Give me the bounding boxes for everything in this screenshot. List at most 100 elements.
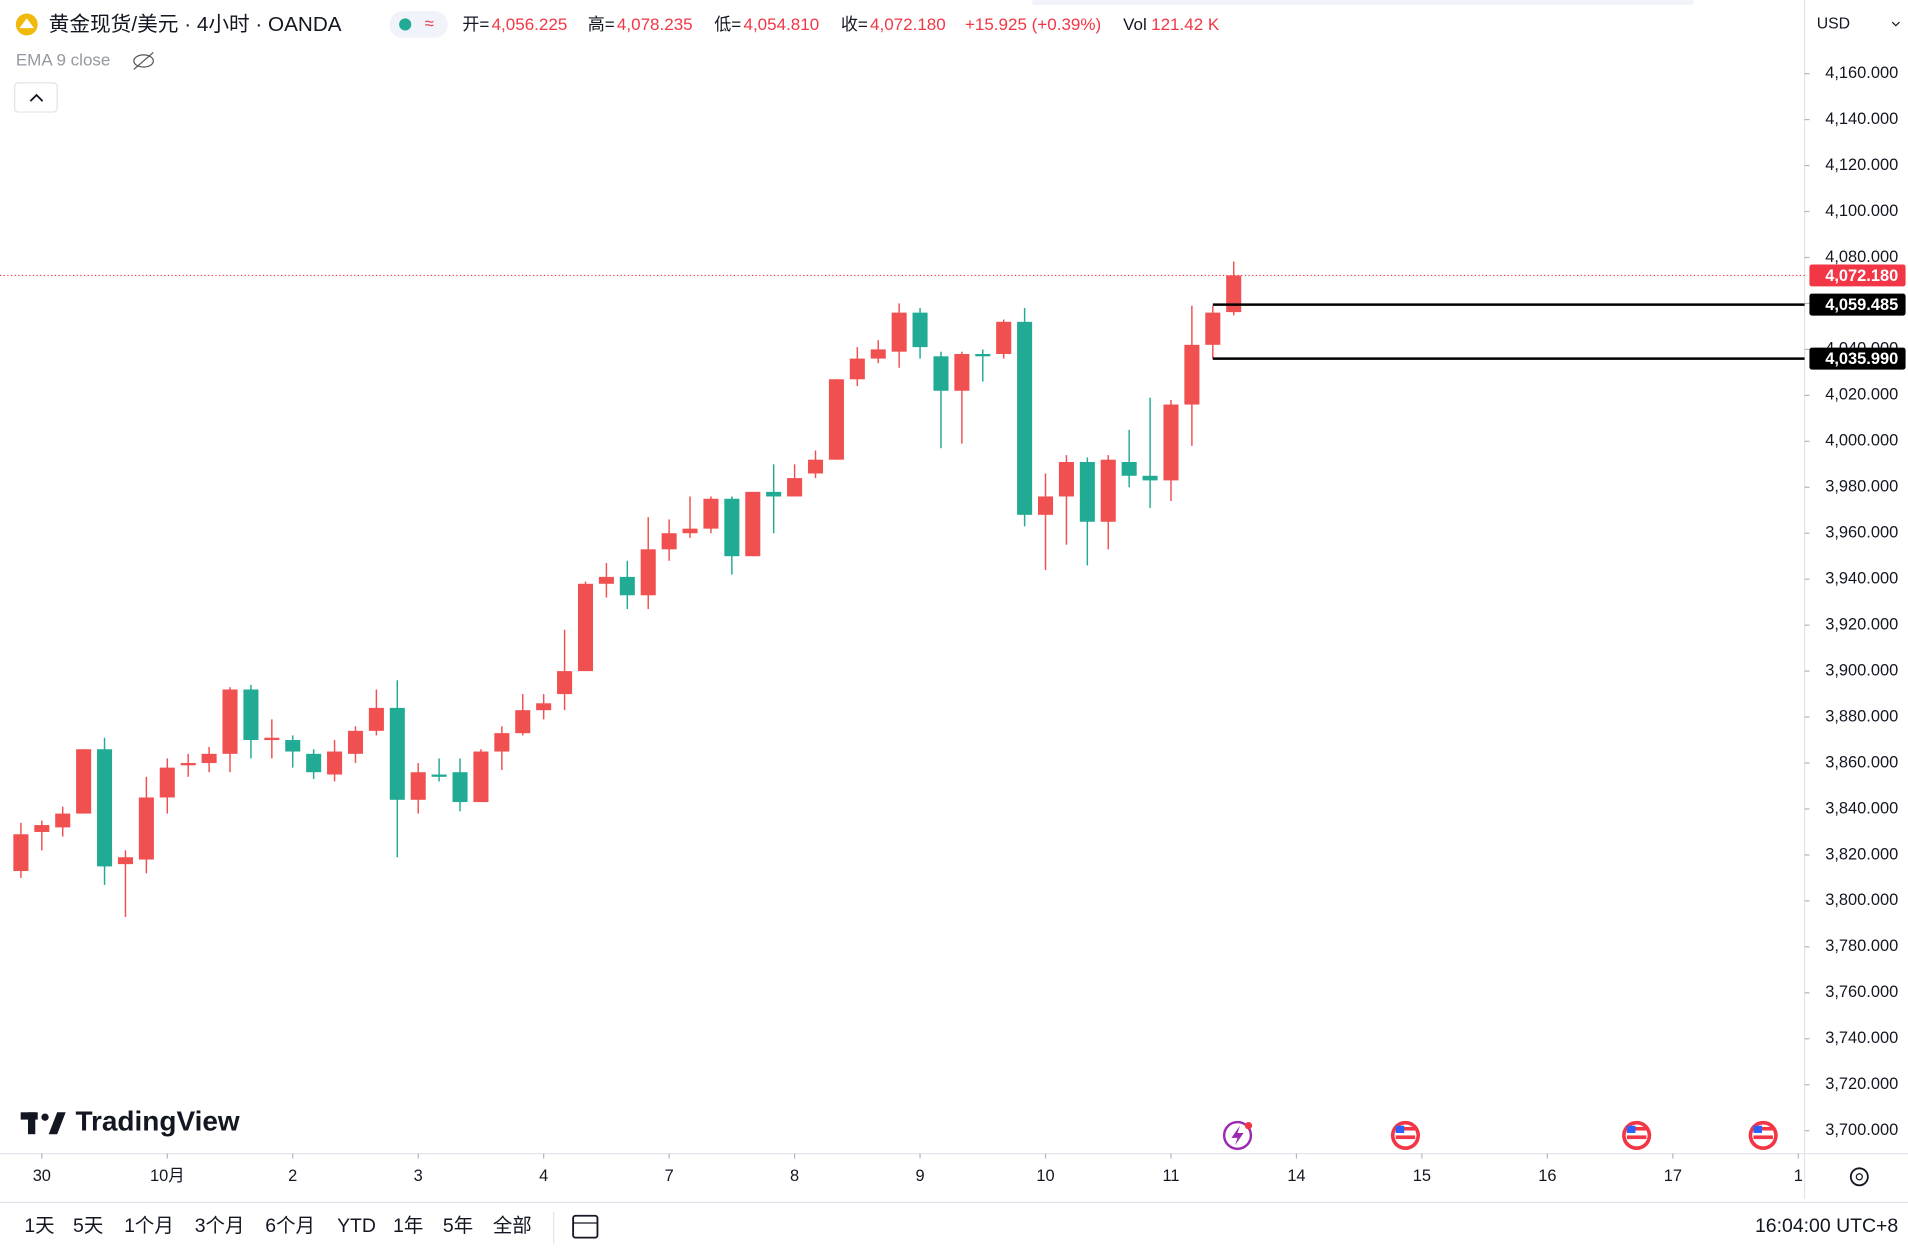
low-label: 低= bbox=[714, 15, 741, 34]
symbol-title[interactable]: 黄金现货/美元 · 4小时 · OANDA bbox=[49, 13, 342, 36]
currency-caret bbox=[1891, 21, 1900, 27]
candle-body bbox=[891, 312, 907, 352]
logo-text: TradingView bbox=[75, 1106, 239, 1137]
candle-body bbox=[97, 749, 113, 867]
range-button[interactable]: 1天 bbox=[24, 1215, 54, 1237]
candle-body bbox=[619, 576, 635, 596]
top-panel-edge bbox=[1031, 0, 1694, 5]
x-tick-label: 15 bbox=[1413, 1167, 1431, 1185]
date-range-icon[interactable] bbox=[572, 1214, 599, 1239]
candle-body bbox=[1079, 461, 1095, 522]
x-tick-label: 10月 bbox=[150, 1167, 185, 1185]
candle-body bbox=[76, 749, 92, 814]
price-label-bg bbox=[1809, 293, 1906, 316]
collapse-button[interactable] bbox=[13, 82, 58, 113]
candle-body bbox=[1226, 275, 1242, 313]
range-button[interactable]: 3个月 bbox=[195, 1215, 245, 1237]
candle-body bbox=[682, 528, 698, 534]
candle-body bbox=[117, 857, 133, 865]
x-tick-label: 17 bbox=[1664, 1167, 1682, 1185]
candle-body bbox=[347, 730, 364, 754]
x-tick-label: 16 bbox=[1538, 1167, 1556, 1185]
x-tick-label: 8 bbox=[790, 1167, 799, 1185]
candle-body bbox=[598, 576, 614, 584]
delay-icon: ≈ bbox=[425, 14, 434, 33]
candle-body bbox=[724, 498, 740, 557]
clock[interactable]: 16:04:00 UTC+8 bbox=[1755, 1215, 1898, 1237]
range-button[interactable]: 1年 bbox=[393, 1215, 423, 1237]
y-tick-label: 3,960.000 bbox=[1825, 524, 1898, 542]
x-tick-label: 4 bbox=[539, 1167, 548, 1185]
close-label: 收= bbox=[841, 15, 868, 34]
candle-body bbox=[1100, 459, 1116, 522]
candle-body bbox=[1205, 312, 1221, 345]
indicator-label[interactable]: EMA 9 close bbox=[16, 50, 111, 69]
y-tick-label: 4,140.000 bbox=[1825, 110, 1898, 128]
candle-body bbox=[996, 321, 1012, 354]
volume-label: Vol bbox=[1123, 15, 1147, 34]
candle-body bbox=[327, 751, 343, 775]
open-label: 开= bbox=[462, 15, 489, 34]
candle-body bbox=[285, 740, 301, 752]
range-button[interactable]: 1个月 bbox=[124, 1215, 174, 1237]
status-pill[interactable] bbox=[389, 11, 448, 38]
collapse-icon bbox=[29, 93, 44, 102]
candle-body bbox=[849, 358, 865, 380]
x-tick-label: 30 bbox=[33, 1167, 51, 1185]
us-flag-icon[interactable] bbox=[1748, 1120, 1778, 1151]
range-button[interactable]: 5年 bbox=[443, 1215, 473, 1237]
candle-body bbox=[180, 763, 196, 766]
candle-body bbox=[975, 353, 991, 357]
price-label: 4,035.990 bbox=[1825, 350, 1898, 368]
y-tick-label: 4,120.000 bbox=[1825, 156, 1898, 174]
market-open-dot bbox=[399, 18, 412, 31]
y-tick-label: 3,700.000 bbox=[1825, 1121, 1898, 1139]
candle-body bbox=[954, 353, 970, 391]
y-tick-label: 3,860.000 bbox=[1825, 753, 1898, 771]
y-tick-label: 3,920.000 bbox=[1825, 615, 1898, 633]
y-tick-label: 4,080.000 bbox=[1825, 248, 1898, 266]
candle-body bbox=[368, 707, 384, 731]
candle-body bbox=[661, 533, 677, 550]
hide-icon[interactable] bbox=[133, 51, 154, 70]
y-tick-label: 3,980.000 bbox=[1825, 478, 1898, 496]
x-tick-label: 14 bbox=[1287, 1167, 1305, 1185]
x-tick-label: 10 bbox=[1036, 1167, 1054, 1185]
range-bar: 1天 5天 1个月 3个月 6个月 YTD 1年 5年 全部 bbox=[24, 1215, 531, 1237]
candle-body bbox=[264, 737, 280, 741]
us-flag-icon[interactable] bbox=[1622, 1120, 1652, 1151]
currency[interactable]: USD bbox=[1817, 16, 1850, 33]
change-value: +15.925 (+0.39%) bbox=[965, 15, 1101, 34]
candle-body bbox=[766, 491, 782, 497]
plot-area bbox=[0, 261, 1805, 917]
candle-body bbox=[13, 834, 29, 872]
settings-icon[interactable] bbox=[1849, 1167, 1869, 1187]
candle-body bbox=[640, 549, 656, 596]
candle-body bbox=[1184, 344, 1200, 405]
candle-body bbox=[787, 478, 803, 497]
range-button[interactable]: 全部 bbox=[493, 1215, 532, 1237]
high-label: 高= bbox=[588, 15, 615, 34]
y-tick-label: 3,740.000 bbox=[1825, 1029, 1898, 1047]
x-tick-label: 7 bbox=[665, 1167, 674, 1185]
candle-body bbox=[536, 703, 552, 711]
y-tick-label: 3,880.000 bbox=[1825, 707, 1898, 725]
price-label: 4,072.180 bbox=[1825, 267, 1898, 285]
candle-body bbox=[1142, 475, 1158, 481]
y-tick-label: 3,820.000 bbox=[1825, 845, 1898, 863]
candle-body bbox=[306, 753, 322, 773]
candle-body bbox=[933, 356, 949, 391]
candle-body bbox=[222, 689, 238, 754]
y-tick-label: 3,780.000 bbox=[1825, 937, 1898, 955]
range-button[interactable]: 6个月 bbox=[265, 1215, 315, 1237]
range-button[interactable]: 5天 bbox=[73, 1215, 103, 1237]
candle-body bbox=[912, 312, 928, 348]
us-flag-icon[interactable] bbox=[1390, 1120, 1421, 1151]
low-value: 4,054.810 bbox=[743, 15, 819, 34]
candle-body bbox=[389, 707, 405, 800]
range-button[interactable]: YTD bbox=[337, 1215, 376, 1237]
candle-body bbox=[473, 751, 489, 803]
symbol-icon-glyph bbox=[19, 18, 35, 29]
